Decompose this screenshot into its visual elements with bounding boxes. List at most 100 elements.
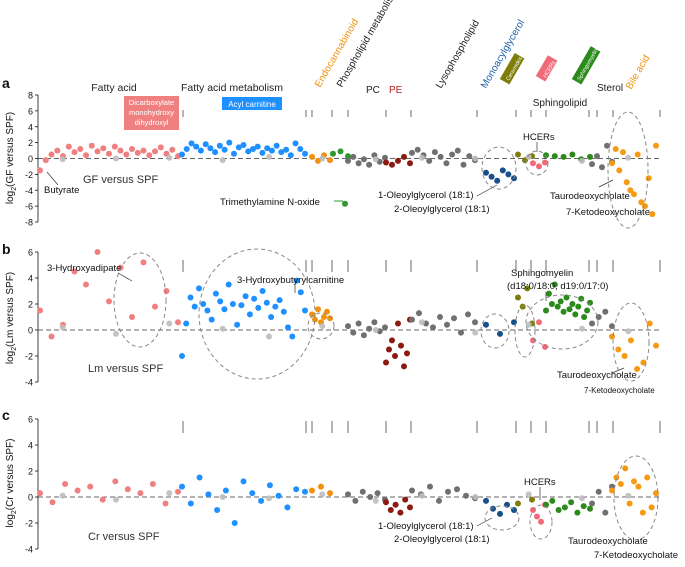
data-point-bile-acid [626, 500, 633, 507]
data-point-fatty-acid [42, 157, 49, 164]
data-point-sphingomyelin [587, 505, 593, 512]
data-point-pe [392, 353, 398, 359]
panel-b: b log2(Lm versus SPF) -4 -2 0 2 4 6 Lm versus… [2, 241, 661, 395]
y-tick-label: 0 [28, 493, 33, 503]
data-point-fatty-acid [112, 478, 119, 485]
data-point-monoacylglycerol [483, 169, 489, 176]
data-point-other [625, 328, 632, 335]
header-sterol: Sterol [597, 83, 623, 94]
annot-tauro-b-leader [611, 367, 625, 374]
data-point-fa-metabolism [268, 147, 275, 154]
annot-3-hydroxyadipate: 3-Hydroxyadipate [47, 263, 121, 274]
data-point-pc [360, 156, 367, 163]
data-point-endocannabinoid [309, 487, 315, 494]
annot-1-oleoylglycerol-c: 1-Oleoylglycerol (18:1) [378, 521, 474, 532]
data-point-other [472, 155, 479, 162]
data-point-pe [389, 161, 395, 168]
data-point-other [372, 327, 379, 333]
annot-oleoyl-c-leader [476, 517, 493, 527]
data-point-other [419, 492, 425, 499]
data-point-pc [345, 323, 351, 330]
annot-2-oleoylglycerol-a: 2-Oleoylglycerol (18:1) [394, 204, 490, 215]
data-point-sphingomyelin [575, 303, 582, 310]
y-tick-label: 4 [28, 274, 33, 284]
data-point-lysophospholipid [409, 487, 415, 494]
data-point-bile-acid [634, 151, 641, 158]
data-point-lysophospholipid [463, 492, 469, 499]
data-point-fa-metabolism [273, 142, 280, 149]
data-point-fa-metabolism [302, 488, 308, 495]
data-point-fa-metabolism [289, 333, 296, 340]
data-point-fa-metabolism [275, 492, 282, 499]
data-point-other [372, 497, 379, 504]
data-point-other [113, 330, 119, 337]
data-point-other [59, 492, 66, 499]
data-point-pc [345, 491, 351, 498]
data-point-pc [350, 153, 357, 160]
data-point-bile-acid [627, 337, 634, 344]
data-point-other [625, 154, 632, 161]
data-point-pe [389, 337, 395, 344]
y-tick-label: -2 [25, 352, 33, 362]
data-point-pe [397, 509, 404, 516]
data-point-pe [401, 363, 407, 370]
data-point-fatty-acid [100, 145, 107, 152]
data-point-fatty-acid [157, 144, 164, 151]
data-point-fa-metabolism [302, 307, 308, 314]
data-point-pe [386, 346, 392, 353]
y-tick-label: 8 [28, 91, 33, 101]
data-point-endocannabinoid [315, 306, 321, 313]
data-point-other [166, 490, 173, 497]
data-point-pe [395, 157, 401, 164]
annot-butyrate: Butyrate [44, 185, 79, 196]
annot-3ha-leader [117, 272, 133, 282]
data-point-monoacylglycerol [483, 321, 489, 328]
data-point-hcer [538, 518, 544, 525]
data-point-fa-metabolism [225, 281, 232, 288]
ellipse-c-hcers [529, 504, 553, 540]
y-tick-label: 6 [28, 248, 33, 258]
data-point-fatty-acid [117, 147, 124, 154]
panel-c-points [37, 465, 659, 526]
panel-a-ylabel: log2(GF versus SPF) [5, 112, 18, 204]
data-point-sphingomyelin [554, 303, 561, 310]
data-point-fatty-acid [146, 152, 153, 159]
data-point-bile-acid [609, 333, 615, 340]
data-point-sterol [589, 500, 595, 507]
data-point-fa-metabolism [191, 303, 198, 310]
data-point-ceramide [524, 285, 531, 292]
y-tick-label: -4 [25, 378, 33, 388]
y-tick-label: 4 [28, 441, 33, 451]
data-point-pe [387, 507, 394, 513]
data-point-lysophospholipid [454, 486, 460, 493]
data-point-other [319, 323, 326, 330]
data-point-bile-acid [615, 346, 622, 353]
data-point-sterol [609, 323, 615, 330]
data-point-fatty-acid [169, 146, 176, 153]
data-point-other [525, 153, 532, 160]
data-point-fatty-acid [62, 481, 69, 487]
data-point-fa-metabolism [266, 482, 273, 489]
annot-1-oleoylglycerol-a: 1-Oleoylglycerol (18:1) [378, 190, 474, 201]
data-point-sphingomyelin-a [330, 150, 336, 157]
data-point-bile-acid [639, 509, 646, 516]
header-bile-acid: Bile acid [624, 53, 652, 91]
data-point-monoacylglycerol [497, 330, 503, 337]
box-dicarboxylate [124, 96, 179, 130]
panel-b-group-ticks [37, 260, 661, 272]
data-point-hcer [536, 319, 542, 326]
panel-b-ylabel: log2(Lm versus SPF) [5, 272, 18, 364]
data-point-sphingomyelin [566, 306, 573, 313]
data-point-bile-acid [648, 504, 655, 511]
data-point-pc [350, 329, 357, 336]
data-point-fa-metabolism [196, 285, 202, 292]
data-point-fatty-acid [140, 259, 147, 266]
data-point-pe [398, 342, 404, 349]
data-point-endocannabinoid [327, 157, 333, 164]
box-acyl-carnitine [222, 97, 282, 110]
data-point-fa-metabolism [231, 520, 238, 526]
panel-c-group-ticks [37, 421, 661, 433]
panel-b-points [37, 249, 659, 372]
annot-oleoyl-a-leader [476, 184, 498, 197]
data-point-fa-metabolism [183, 146, 190, 152]
